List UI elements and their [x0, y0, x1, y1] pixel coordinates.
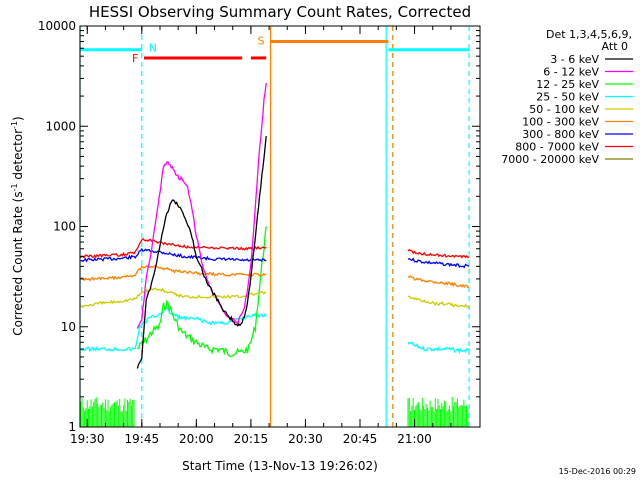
legend-label-8: 7000 - 20000 keV: [501, 153, 599, 166]
legend-label-1: 6 - 12 keV: [543, 66, 599, 79]
y-tick-label-4: 10000: [38, 19, 76, 33]
series-50-100-kev-post: [407, 295, 470, 309]
legend-header-attenuator: Att 0: [602, 40, 628, 53]
x-tick-label-0: 19:30: [70, 432, 105, 446]
series-25-50-kev-post: [407, 341, 470, 355]
y-axis: 1 10 100 1000 10000: [38, 19, 480, 434]
x-tick-label-3: 20:15: [234, 432, 269, 446]
footer-date: 15-Dec-2016 00:29: [559, 467, 636, 476]
series-100-300-kev: [80, 264, 267, 282]
legend-label-5: 100 - 300 keV: [522, 116, 599, 129]
flare-flag-label: F: [132, 52, 138, 65]
x-tick-label-5: 20:45: [343, 432, 378, 446]
legend-label-7: 800 - 7000 keV: [515, 141, 599, 154]
legend-label-0: 3 - 6 keV: [550, 53, 599, 66]
series-green-pre-spikes: [80, 397, 135, 427]
series-green-post-spikes: [407, 396, 469, 427]
x-tick-label-2: 20:00: [179, 432, 214, 446]
legend-label-4: 50 - 100 keV: [529, 103, 599, 116]
series-800-7000-kev: [80, 237, 267, 259]
series-800-7000-kev-post: [407, 248, 470, 259]
series-100-300-kev-post: [407, 275, 470, 289]
y-tick-label-3: 1000: [45, 119, 76, 133]
plot-area: NF S: [79, 26, 470, 427]
y-tick-label-1: 10: [61, 320, 76, 334]
x-tick-label-6: 21:00: [397, 432, 432, 446]
x-axis: 19:30 19:45 20:00 20:15 20:30 20:45 21:00: [70, 26, 452, 446]
series-50-100-kev: [80, 287, 267, 309]
series-3-6-kev: [136, 135, 267, 369]
y-tick-label-0: 1: [68, 420, 76, 434]
series-300-800-kev: [80, 247, 267, 263]
x-axis-label: Start Time (13-Nov-13 19:26:02): [182, 459, 378, 473]
x-tick-label-4: 20:30: [288, 432, 323, 446]
night-flag-label: N: [149, 42, 157, 55]
legend-label-3: 25 - 50 keV: [536, 91, 599, 104]
series-300-800-kev-post: [407, 257, 470, 269]
series-6-12-kev: [136, 82, 267, 329]
legend-label-6: 300 - 800 keV: [522, 128, 599, 141]
y-tick-label-2: 100: [53, 220, 76, 234]
saa-flag-label: S: [258, 35, 265, 48]
x-tick-label-1: 19:45: [125, 432, 160, 446]
y-axis-label: Corrected Count Rate (s-1 detector-1): [10, 116, 25, 335]
legend-label-2: 12 - 25 keV: [536, 78, 599, 91]
series-12-25-kev: [137, 226, 267, 358]
legend-header-detectors: Det 1,3,4,5,6,9,: [546, 28, 632, 41]
chart-title: HESSI Observing Summary Count Rates, Cor…: [89, 3, 471, 21]
